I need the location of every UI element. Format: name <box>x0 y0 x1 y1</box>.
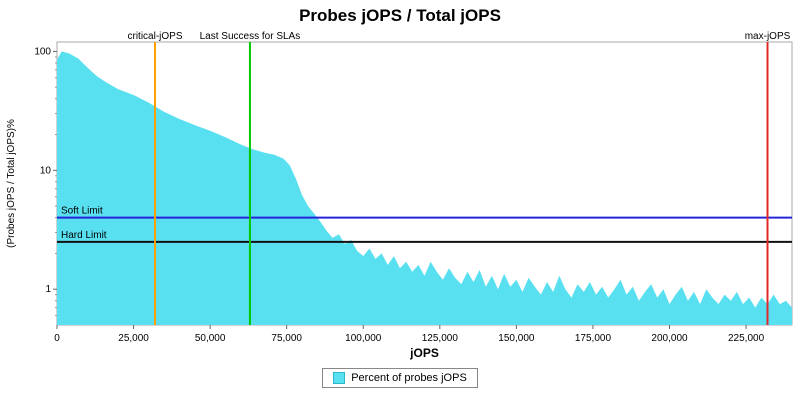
vline-label: Last Success for SLAs <box>200 31 301 42</box>
legend-color-swatch <box>333 372 346 384</box>
x-tick-label: 125,000 <box>422 333 459 344</box>
hline-label: Hard Limit <box>61 230 107 241</box>
x-tick-label: 225,000 <box>728 333 765 344</box>
y-tick-label: 10 <box>40 165 52 176</box>
chart-plot-svg: Soft Limit Hard Limit critical-jOPS Last Su… <box>6 31 793 360</box>
x-tick-label: 175,000 <box>575 333 612 344</box>
legend: Percent of probes jOPS <box>322 368 478 388</box>
x-axis-label: jOPS <box>409 346 439 360</box>
x-tick-label: 75,000 <box>271 333 302 344</box>
vline-label: critical-jOPS <box>127 31 182 42</box>
hline-label: Soft Limit <box>61 206 103 217</box>
x-tick-label: 150,000 <box>498 333 535 344</box>
x-tick-label: 50,000 <box>195 333 226 344</box>
legend-wrapper: Percent of probes jOPS <box>0 368 800 388</box>
x-tick-label: 0 <box>54 333 60 344</box>
y-tick-label: 100 <box>34 46 51 57</box>
area-series <box>57 51 792 326</box>
x-tick-label: 25,000 <box>118 333 149 344</box>
x-tick-label: 200,000 <box>651 333 688 344</box>
legend-label: Percent of probes jOPS <box>351 372 467 384</box>
y-tick-label: 1 <box>45 284 51 295</box>
chart-title: Probes jOPS / Total jOPS <box>299 6 501 25</box>
x-tick-label: 100,000 <box>345 333 382 344</box>
vline-label: max-jOPS <box>745 31 791 42</box>
y-axis-label: (Probes jOPS / Total jOPS)% <box>6 119 17 248</box>
